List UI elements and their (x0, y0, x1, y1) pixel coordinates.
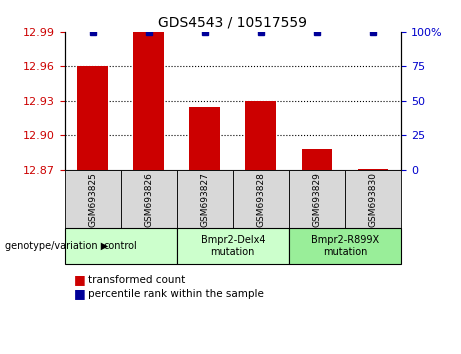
Text: GSM693829: GSM693829 (313, 172, 321, 227)
Bar (189, 107, 220, 170)
Title: GDS4543 / 10517559: GDS4543 / 10517559 (158, 15, 307, 29)
Bar (77, 66, 108, 170)
Text: Bmpr2-R899X
mutation: Bmpr2-R899X mutation (311, 235, 379, 257)
Text: ■: ■ (74, 287, 85, 300)
Text: transformed count: transformed count (88, 275, 185, 285)
Bar (245, 101, 276, 170)
Bar (358, 169, 389, 170)
Text: percentile rank within the sample: percentile rank within the sample (88, 289, 264, 299)
Text: GSM693828: GSM693828 (256, 172, 266, 227)
Text: genotype/variation ▶: genotype/variation ▶ (5, 241, 108, 251)
Text: GSM693826: GSM693826 (144, 172, 153, 227)
Text: Bmpr2-Delx4
mutation: Bmpr2-Delx4 mutation (201, 235, 265, 257)
Bar (133, 32, 164, 170)
Bar (301, 149, 332, 170)
Text: ■: ■ (74, 273, 85, 286)
Text: GSM693830: GSM693830 (368, 172, 378, 227)
Text: GSM693827: GSM693827 (200, 172, 209, 227)
Text: GSM693825: GSM693825 (88, 172, 97, 227)
Text: control: control (104, 241, 137, 251)
